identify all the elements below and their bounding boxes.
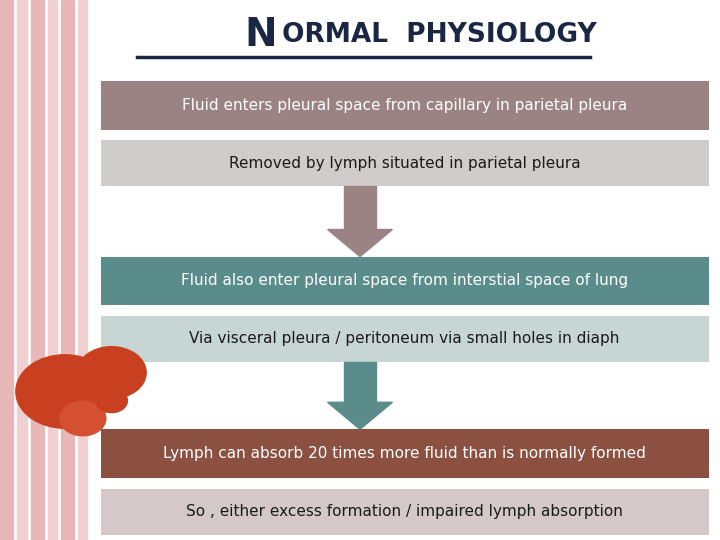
FancyBboxPatch shape <box>101 316 709 362</box>
Bar <box>61 0 74 540</box>
Circle shape <box>96 389 127 413</box>
FancyBboxPatch shape <box>101 256 709 305</box>
Text: Lymph can absorb 20 times more fluid than is normally formed: Lymph can absorb 20 times more fluid tha… <box>163 446 646 461</box>
Polygon shape <box>328 230 392 256</box>
Bar <box>17 0 27 540</box>
FancyBboxPatch shape <box>101 81 709 130</box>
Text: Fluid also enter pleural space from interstial space of lung: Fluid also enter pleural space from inte… <box>181 273 629 288</box>
FancyBboxPatch shape <box>101 489 709 535</box>
Bar <box>0 0 13 540</box>
Circle shape <box>77 347 146 399</box>
Text: N: N <box>245 16 277 54</box>
Polygon shape <box>328 402 392 429</box>
FancyBboxPatch shape <box>101 140 709 186</box>
Bar <box>31 0 44 540</box>
Bar <box>78 0 87 540</box>
Text: ORMAL  PHYSIOLOGY: ORMAL PHYSIOLOGY <box>282 22 597 48</box>
Circle shape <box>16 355 114 428</box>
Text: So , either excess formation / impaired lymph absorption: So , either excess formation / impaired … <box>186 504 623 519</box>
Text: Removed by lymph situated in parietal pleura: Removed by lymph situated in parietal pl… <box>229 156 580 171</box>
Bar <box>344 362 376 402</box>
Bar <box>344 186 376 230</box>
Text: Via visceral pleura / peritoneum via small holes in diaph: Via visceral pleura / peritoneum via sma… <box>189 332 620 346</box>
Bar <box>48 0 57 540</box>
Text: Fluid enters pleural space from capillary in parietal pleura: Fluid enters pleural space from capillar… <box>182 98 627 113</box>
FancyBboxPatch shape <box>101 429 709 478</box>
Circle shape <box>60 401 106 436</box>
